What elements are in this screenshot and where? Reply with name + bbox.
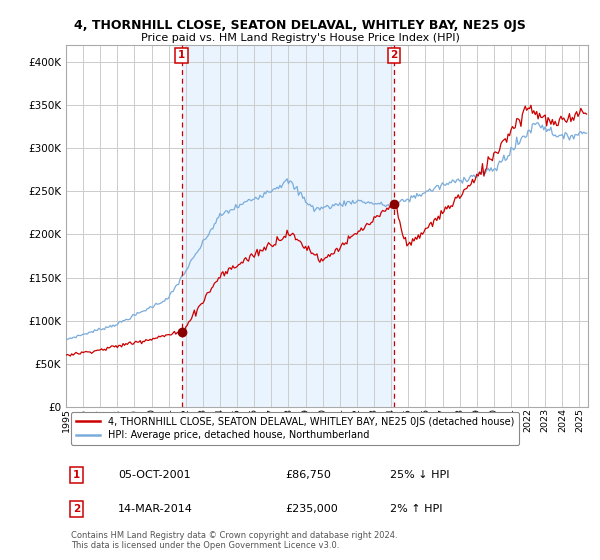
Text: 2: 2	[391, 50, 398, 60]
Text: 1: 1	[73, 470, 80, 480]
Text: Price paid vs. HM Land Registry's House Price Index (HPI): Price paid vs. HM Land Registry's House …	[140, 32, 460, 43]
Text: 25% ↓ HPI: 25% ↓ HPI	[389, 470, 449, 480]
Text: £235,000: £235,000	[285, 504, 338, 514]
Text: 05-OCT-2001: 05-OCT-2001	[118, 470, 191, 480]
Text: 14-MAR-2014: 14-MAR-2014	[118, 504, 193, 514]
Text: £86,750: £86,750	[285, 470, 331, 480]
Text: 1: 1	[178, 50, 185, 60]
Text: 4, THORNHILL CLOSE, SEATON DELAVAL, WHITLEY BAY, NE25 0JS: 4, THORNHILL CLOSE, SEATON DELAVAL, WHIT…	[74, 18, 526, 32]
Text: 2% ↑ HPI: 2% ↑ HPI	[389, 504, 442, 514]
Bar	[182, 45, 394, 407]
Text: 2: 2	[73, 504, 80, 514]
Text: Contains HM Land Registry data © Crown copyright and database right 2024.
This d: Contains HM Land Registry data © Crown c…	[71, 530, 398, 550]
Legend: 4, THORNHILL CLOSE, SEATON DELAVAL, WHITLEY BAY, NE25 0JS (detached house), HPI:: 4, THORNHILL CLOSE, SEATON DELAVAL, WHIT…	[71, 412, 519, 445]
